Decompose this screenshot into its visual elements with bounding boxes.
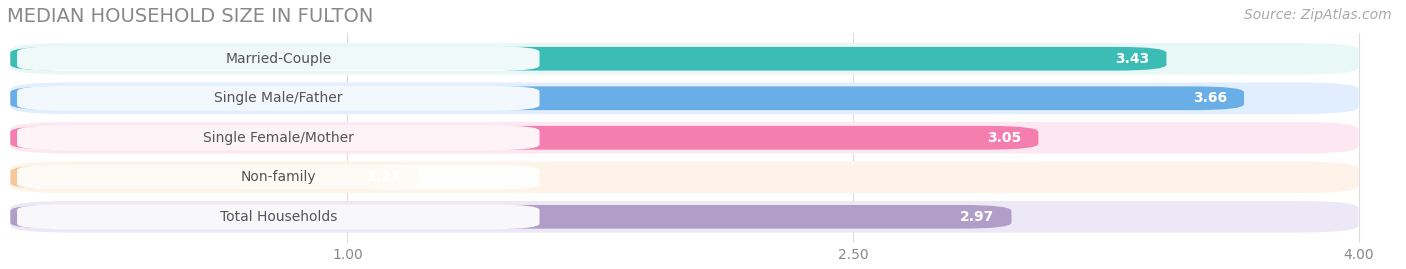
FancyBboxPatch shape — [10, 205, 1011, 229]
Text: Single Male/Father: Single Male/Father — [214, 91, 343, 105]
FancyBboxPatch shape — [10, 43, 1358, 75]
Text: MEDIAN HOUSEHOLD SIZE IN FULTON: MEDIAN HOUSEHOLD SIZE IN FULTON — [7, 7, 374, 26]
FancyBboxPatch shape — [10, 86, 1244, 110]
FancyBboxPatch shape — [10, 161, 1358, 193]
Text: Source: ZipAtlas.com: Source: ZipAtlas.com — [1244, 8, 1392, 22]
Text: Total Households: Total Households — [219, 210, 337, 224]
FancyBboxPatch shape — [17, 204, 540, 229]
Text: 3.05: 3.05 — [987, 131, 1022, 145]
FancyBboxPatch shape — [10, 165, 418, 189]
FancyBboxPatch shape — [10, 47, 1167, 70]
FancyBboxPatch shape — [10, 122, 1358, 154]
FancyBboxPatch shape — [17, 125, 540, 150]
Text: 1.21: 1.21 — [367, 170, 401, 184]
Text: Non-family: Non-family — [240, 170, 316, 184]
FancyBboxPatch shape — [17, 165, 540, 190]
Text: 3.43: 3.43 — [1115, 52, 1150, 66]
Text: 2.97: 2.97 — [960, 210, 994, 224]
FancyBboxPatch shape — [10, 126, 1039, 150]
FancyBboxPatch shape — [10, 201, 1358, 233]
FancyBboxPatch shape — [10, 83, 1358, 114]
Text: 3.66: 3.66 — [1194, 91, 1227, 105]
FancyBboxPatch shape — [17, 47, 540, 71]
Text: Married-Couple: Married-Couple — [225, 52, 332, 66]
Text: Single Female/Mother: Single Female/Mother — [202, 131, 354, 145]
FancyBboxPatch shape — [17, 86, 540, 111]
